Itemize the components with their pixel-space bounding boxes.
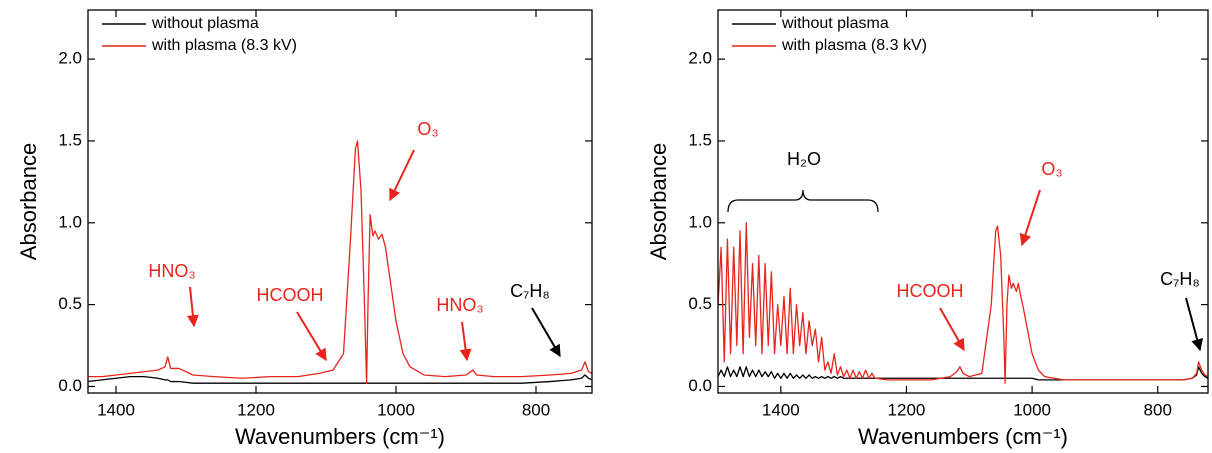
annotation: C₇H₈ [1160,269,1200,289]
plot-frame [717,9,1209,394]
x-tick-label: 1200 [888,400,926,419]
x-tick-label: 800 [1144,400,1172,419]
y-tick-label: 1.0 [688,212,712,231]
annotation-arrow [459,321,472,362]
annotation: HCOOH [897,281,964,301]
plot-lines [718,222,1208,384]
x-tick-label: 1000 [377,400,415,419]
plot-lines [88,140,592,384]
legend-label: without plasma [781,15,889,32]
x-tick-label: 1400 [97,400,135,419]
x-tick-label: 1200 [237,400,275,419]
x-axis-label: Wavenumbers (cm⁻¹) [858,424,1068,449]
annotation-arrow [389,149,415,202]
annotation-arrow [186,286,199,328]
annotation: O₃ [417,119,438,139]
annotation-arrow [296,311,327,362]
annotation: HCOOH [257,285,324,305]
annotation-arrow [939,307,965,352]
x-axis-label: Wavenumbers (cm⁻¹) [235,424,445,449]
y-tick-label: 0.5 [58,294,82,313]
annotation-arrow [531,307,561,358]
plot-frame [87,9,593,394]
spectrum-line [718,222,1208,384]
x-tick-label: 1000 [1013,400,1051,419]
legend-label: without plasma [151,15,259,32]
annotation: C₇H₈ [510,281,550,301]
legend-label: with plasma (8.3 kV) [151,37,297,54]
y-axis-label: Absorbance [646,143,671,260]
x-tick-label: 800 [522,400,550,419]
y-tick-label: 2.0 [58,49,82,68]
annotation: H₂O [787,149,821,169]
y-tick-label: 1.0 [58,212,82,231]
y-tick-label: 1.5 [688,130,712,149]
annotation: HNO₃ [148,261,195,281]
annotation-arrow [1019,189,1041,247]
y-tick-label: 0.0 [58,376,82,395]
annotation-arrow [1185,297,1203,352]
spectrum-line [88,140,592,384]
legend-label: with plasma (8.3 kV) [781,37,927,54]
annotation: HNO₃ [436,295,483,315]
y-tick-label: 0.0 [688,376,712,395]
y-tick-label: 1.5 [58,130,82,149]
spectrum-line [88,374,592,384]
y-tick-label: 2.0 [688,49,712,68]
annotation: O₃ [1041,159,1062,179]
annotation-brace [727,189,879,213]
y-tick-label: 0.5 [688,294,712,313]
y-axis-label: Absorbance [16,143,41,260]
x-tick-label: 1400 [762,400,800,419]
